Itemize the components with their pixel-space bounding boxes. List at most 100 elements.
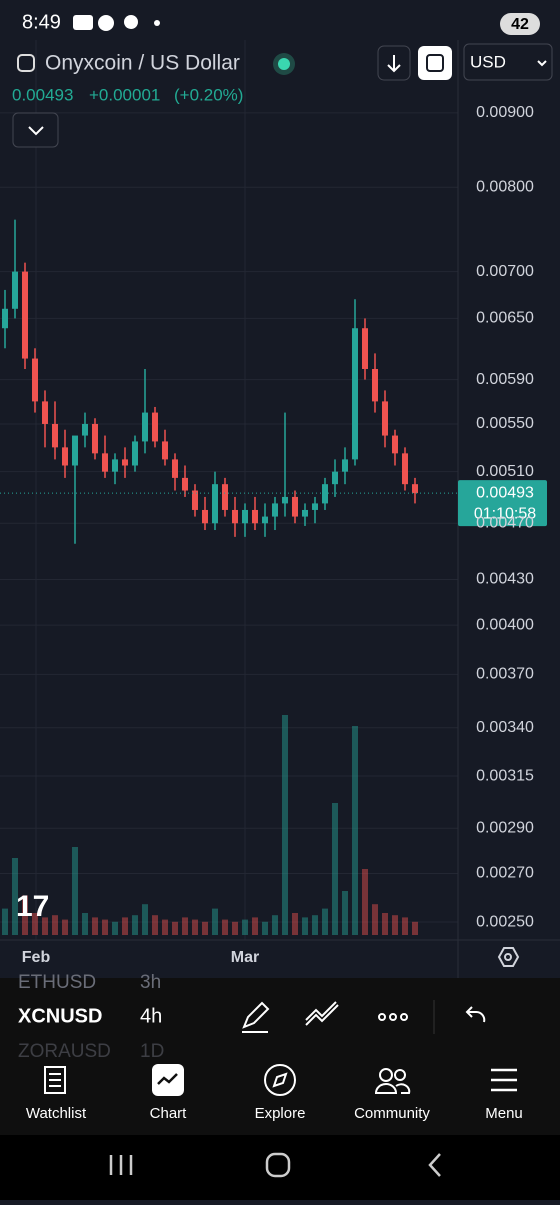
volume-bar [312,915,318,935]
price-change-percent: (+0.20%) [174,85,243,104]
candle-body [92,423,98,454]
volume-bar [412,921,418,935]
volume-bar [182,917,188,935]
volume-bar [172,921,178,935]
trend-tool[interactable] [305,1001,339,1026]
price-label-box [458,480,547,527]
candle-body [202,509,208,524]
draw-tool[interactable] [242,1001,270,1033]
undo[interactable] [465,1006,486,1023]
candle-body [242,509,248,524]
nav-label[interactable]: Menu [485,1105,523,1122]
candle-body [122,459,128,466]
y-tick-label: 0.00550 [476,415,534,432]
price-label: 0.00493 [476,484,534,501]
nav-label[interactable]: Watchlist [26,1105,87,1122]
volume-bar [122,917,128,935]
volume-bar [2,908,8,935]
candle-body [212,484,218,524]
battery [500,13,540,35]
prev-interval[interactable]: 3h [140,972,161,993]
y-tick-label: 0.00470 [476,514,534,531]
y-tick-label: 0.00340 [476,719,534,736]
candle-body [362,328,368,369]
dropdown-icon [537,60,547,67]
menu-icon [491,1068,517,1092]
candle-body [382,401,388,436]
explore-icon [272,1072,288,1088]
volume-bar [282,715,288,935]
system-bar [0,1135,560,1200]
candle-body [112,459,118,472]
volume-bar [372,904,378,935]
chart-icon [157,1073,178,1085]
candle-body [82,423,88,436]
recents-button[interactable] [109,1155,133,1175]
y-tick-label: 0.00250 [476,913,534,930]
candle-body [32,358,38,402]
x-tick-label: Mar [231,949,259,966]
prev-symbol[interactable]: ETHUSD [18,972,96,993]
candle-body [402,453,408,485]
candle-body [292,496,298,517]
candle-body [282,496,288,504]
interval[interactable]: 4h [140,1005,162,1027]
candle-body [332,471,338,485]
symbol-title[interactable]: Onyxcoin / US Dollar [45,52,240,75]
y-tick-label: 0.00270 [476,865,534,882]
back-button[interactable] [428,1153,441,1177]
candle-body [162,441,168,460]
candle-body [12,271,18,309]
currency-select[interactable] [463,43,553,81]
y-tick-label: 0.00650 [476,310,534,327]
volume-bar [112,921,118,935]
candle-body [132,441,138,466]
candle-body [2,308,8,329]
status-icon [98,15,114,31]
more-tools[interactable] [378,1013,408,1021]
status-icon [154,20,160,26]
settings-icon[interactable] [497,947,520,967]
home-button[interactable] [265,1152,291,1178]
logo: 17 [16,890,49,923]
collapse-button[interactable] [12,112,59,148]
volume-bar [212,908,218,935]
volume-bar [162,919,168,935]
symbol[interactable]: XCNUSD [18,1005,102,1027]
fullscreen-button[interactable] [418,46,452,80]
volume-bar [152,915,158,935]
coin-logo [17,54,35,72]
volume-bar [32,913,38,935]
candle-body [302,509,308,517]
candle-body [252,509,258,524]
candle-body [372,368,378,402]
status-icon [124,15,138,29]
candle-body [262,516,268,524]
volume-bar [272,915,278,935]
y-tick-label: 0.00700 [476,263,534,280]
last-price: 0.00493 [12,85,73,104]
status-time: 8:49 [22,11,61,33]
volume-bar [192,919,198,935]
volume-bar [132,915,138,935]
nav-label[interactable]: Chart [150,1105,188,1122]
y-tick-label: 0.00400 [476,616,534,633]
nav-label[interactable]: Explore [255,1105,306,1122]
battery-level: 42 [511,16,529,33]
volume-bar [232,921,238,935]
candle-body [172,459,178,478]
y-tick-label: 0.00430 [476,571,534,588]
candle-body [222,484,228,510]
volume-bar [342,891,348,935]
candle-body [142,412,148,442]
volume-bar [402,917,408,935]
volume-bar [242,919,248,935]
candle-body [412,484,418,494]
community-icon [374,1068,411,1094]
nav-label[interactable]: Community [354,1105,430,1122]
candle-body [312,503,318,510]
volume-bar [222,919,228,935]
market-status-dot [278,58,290,70]
